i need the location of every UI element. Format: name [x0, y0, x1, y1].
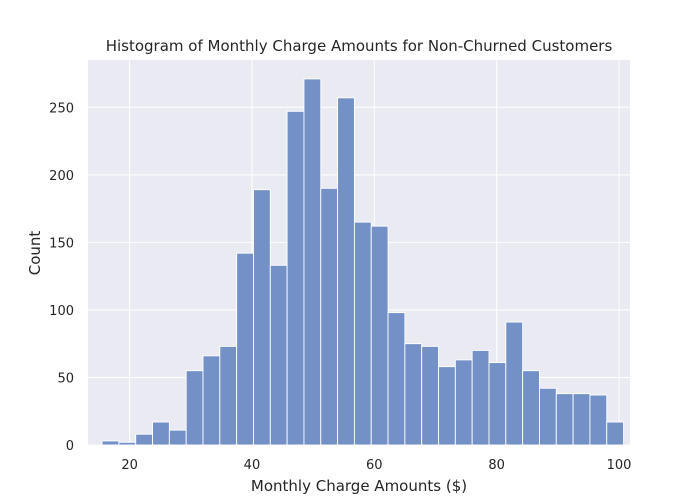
- y-tick-label: 100: [49, 304, 74, 319]
- histogram-bar: [253, 189, 271, 446]
- histogram-bar: [185, 370, 204, 446]
- y-tick-label: 250: [49, 101, 74, 116]
- y-axis-label: Count: [26, 231, 44, 276]
- x-tick-label: 20: [121, 458, 138, 473]
- histogram-bar: [286, 110, 305, 446]
- histogram-bar: [404, 343, 423, 446]
- histogram-bar: [606, 421, 625, 446]
- x-tick-label: 60: [366, 458, 383, 473]
- histogram-bar: [555, 393, 574, 446]
- y-tick-label: 50: [57, 371, 74, 386]
- chart-title: Histogram of Monthly Charge Amounts for …: [106, 37, 613, 55]
- y-axis-ticks: 0 50 100 150 200 250: [49, 101, 74, 454]
- histogram-bar: [101, 440, 120, 446]
- histogram-bar: [219, 345, 238, 446]
- histogram-bar: [488, 362, 507, 446]
- histogram-bar: [337, 97, 355, 446]
- histogram-bar: [370, 225, 389, 446]
- histogram-bar: [320, 187, 339, 446]
- histogram-bar: [539, 387, 557, 446]
- y-tick-label: 0: [66, 439, 74, 454]
- histogram-bar: [505, 321, 524, 446]
- y-tick-label: 200: [49, 169, 74, 184]
- histogram-bar: [135, 433, 153, 446]
- histogram-bar: [236, 252, 254, 446]
- x-tick-label: 100: [607, 458, 632, 473]
- x-axis-label: Monthly Charge Amounts ($): [251, 477, 467, 495]
- histogram-bar: [269, 264, 288, 446]
- x-tick-label: 40: [244, 458, 261, 473]
- histogram-bar: [118, 441, 137, 446]
- x-tick-label: 80: [488, 458, 505, 473]
- histogram-bar: [454, 359, 473, 446]
- histogram-bar: [353, 221, 372, 446]
- histogram-bar: [589, 394, 608, 446]
- histogram-bar: [387, 312, 406, 446]
- histogram-bar: [152, 421, 170, 446]
- histogram-bar: [522, 370, 540, 446]
- y-tick-label: 150: [49, 236, 74, 251]
- histogram-bar: [421, 345, 439, 446]
- x-axis-ticks: 20 40 60 80 100: [121, 458, 631, 473]
- histogram-bar: [471, 349, 490, 446]
- histogram-bar: [438, 366, 456, 446]
- histogram-bar: [572, 393, 591, 446]
- histogram-bar: [303, 78, 322, 446]
- bars: [101, 78, 625, 446]
- histogram-bar: [168, 429, 187, 446]
- histogram-bar: [202, 355, 221, 446]
